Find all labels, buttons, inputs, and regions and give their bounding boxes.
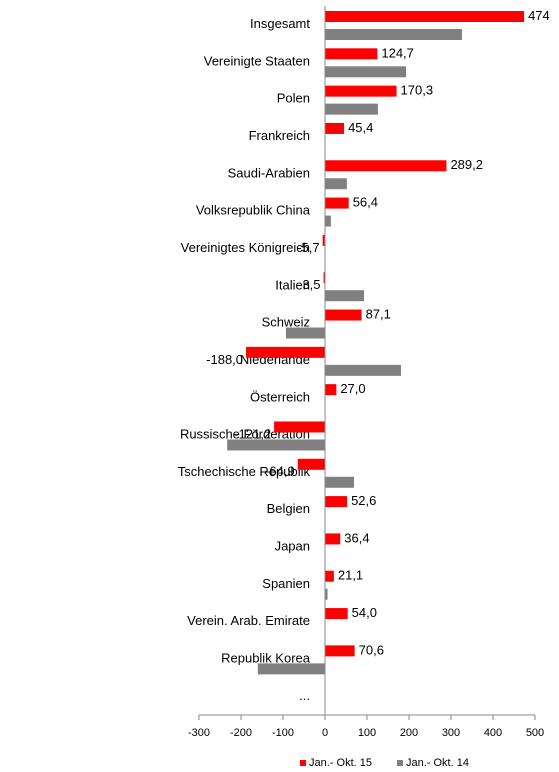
bar <box>274 421 325 433</box>
bar <box>325 570 334 582</box>
x-tick-label: 200 <box>400 727 418 739</box>
category-label: Frankreich <box>249 128 310 143</box>
x-tick-label: -200 <box>230 727 252 739</box>
bar <box>322 234 325 246</box>
bar <box>325 103 378 115</box>
x-tick-label: -100 <box>272 727 294 739</box>
data-label: 54,0 <box>352 605 377 620</box>
bar <box>246 346 325 358</box>
x-tick-label: 0 <box>322 727 328 739</box>
category-label: Japan <box>275 539 310 554</box>
data-label: 36,4 <box>344 530 369 545</box>
data-label: -121,2 <box>234 426 271 441</box>
category-label: Italien <box>275 277 310 292</box>
data-label: 27,0 <box>340 381 365 396</box>
category-label: Belgien <box>267 501 310 516</box>
bar <box>325 29 462 40</box>
bar <box>297 458 325 470</box>
bar <box>325 48 378 60</box>
bar <box>325 197 349 209</box>
bar <box>325 215 331 227</box>
x-tick-label: 100 <box>358 727 376 739</box>
data-label: 70,6 <box>359 642 384 657</box>
legend-swatch <box>300 760 306 766</box>
data-label: 45,4 <box>348 120 373 135</box>
category-label: Vereinigte Staaten <box>204 53 310 68</box>
bar <box>325 309 362 321</box>
category-label: Insgesamt <box>250 16 310 31</box>
data-label: -3,5 <box>298 277 320 292</box>
bar <box>325 588 328 600</box>
data-label: 289,2 <box>450 157 483 172</box>
bar <box>325 290 365 302</box>
bar <box>325 178 347 190</box>
bar <box>325 476 354 488</box>
data-label: 21,1 <box>338 568 363 583</box>
data-label: -5,7 <box>297 240 319 255</box>
bar <box>325 496 348 508</box>
data-label: 474 <box>528 8 550 23</box>
bar <box>325 533 341 545</box>
bar <box>325 364 402 376</box>
x-tick-label: 300 <box>442 727 460 739</box>
bar <box>227 439 325 451</box>
category-label: Volksrepublik China <box>196 203 311 218</box>
bar <box>325 384 337 396</box>
data-label: 124,7 <box>381 45 414 60</box>
x-tick-label: 500 <box>526 727 544 739</box>
x-tick-label: 400 <box>484 727 502 739</box>
bar <box>325 122 345 134</box>
category-label: Spanien <box>262 576 310 591</box>
bar <box>325 645 355 657</box>
data-label: 56,4 <box>353 195 378 210</box>
data-label: 170,3 <box>401 83 434 98</box>
data-label: -64,9 <box>265 464 295 479</box>
data-label: 87,1 <box>366 306 391 321</box>
bar <box>325 160 447 172</box>
legend-label: Jan.- Okt. 14 <box>406 757 469 769</box>
category-label: Schweiz <box>262 315 310 330</box>
bar <box>257 663 325 675</box>
category-label: Saudi-Arabien <box>228 165 310 180</box>
bar <box>325 66 407 78</box>
category-label: Republik Korea <box>221 650 311 665</box>
bar <box>325 85 397 97</box>
bar <box>285 327 325 339</box>
legend-label: Jan.- Okt. 15 <box>309 757 372 769</box>
category-label: Polen <box>277 91 310 106</box>
category-label: Tschechische Republik <box>178 464 311 479</box>
data-label: 52,6 <box>351 493 376 508</box>
data-label: -188,0 <box>206 352 243 367</box>
bar <box>325 608 348 620</box>
category-label: Verein. Arab. Emirate <box>187 613 310 628</box>
x-tick-label: -300 <box>188 727 210 739</box>
legend-swatch <box>396 760 403 766</box>
category-label: Vereinigtes Königreich <box>181 240 310 255</box>
bar <box>323 272 325 284</box>
category-label: Österreich <box>250 389 310 404</box>
bar <box>325 11 525 22</box>
category-label: ... <box>299 688 310 703</box>
